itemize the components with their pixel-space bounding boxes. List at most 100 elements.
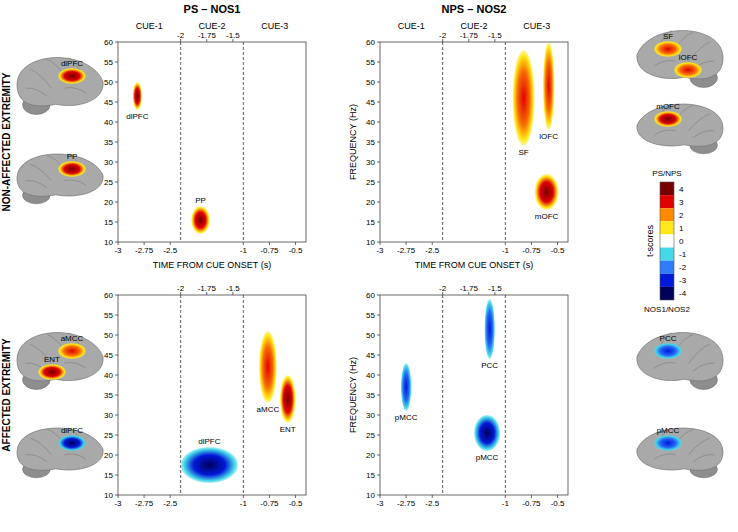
y-tick	[115, 162, 118, 163]
brain	[637, 104, 723, 154]
cluster-label: aMCC	[257, 405, 280, 414]
x-tick	[531, 495, 532, 498]
gyrus-line	[64, 180, 86, 185]
y-tick	[115, 102, 118, 103]
window-separator	[180, 42, 181, 242]
brain-label: PP	[67, 152, 78, 161]
y-tick	[377, 102, 380, 103]
brain-view: pMCC	[637, 426, 723, 478]
y-tick	[377, 182, 380, 183]
colorbar-bottom-label: NOS1/NOS2	[644, 305, 690, 314]
y-tick-label: 55	[366, 311, 375, 320]
cluster-group	[181, 447, 238, 483]
y-tick	[377, 455, 380, 456]
x-tick-label: -0.75	[522, 246, 541, 255]
x-tick	[144, 242, 145, 245]
window-separator	[243, 295, 244, 495]
x-tick-label: -1.75	[198, 284, 217, 293]
row-label: NON-AFFECTED EXTREMITY	[1, 72, 12, 211]
y-tick	[115, 295, 118, 296]
y-tick	[115, 242, 118, 243]
y-tick	[115, 435, 118, 436]
x-axis-label: TIME FROM CUE ONSET (s)	[153, 260, 271, 270]
brain	[637, 333, 723, 390]
cluster	[191, 206, 210, 234]
x-tick-label: -1.75	[198, 31, 217, 40]
x-tick-label: -2.5	[425, 246, 439, 255]
window-title: CUE-1	[136, 21, 163, 31]
x-tick	[118, 495, 119, 498]
y-tick	[377, 82, 380, 83]
brain-view: PCC	[637, 333, 723, 390]
x-tick-label: -1	[502, 246, 510, 255]
x-tick	[380, 495, 381, 498]
x-tick	[269, 242, 270, 245]
y-tick-label: 20	[104, 451, 113, 460]
window-title: CUE-3	[523, 21, 550, 31]
y-tick-label: 30	[366, 411, 375, 420]
plot-area	[380, 295, 568, 495]
cluster	[535, 174, 559, 210]
colorbar-cell	[660, 195, 674, 208]
brain-view: dlPFC	[17, 426, 103, 478]
gyrus-line	[30, 438, 52, 455]
y-tick-label: 15	[366, 471, 375, 480]
window-separator	[505, 295, 506, 495]
y-tick-label: 55	[366, 58, 375, 67]
brain-activation	[58, 161, 86, 177]
x-tick-label: -0.75	[260, 246, 279, 255]
colorbar-tick-label: -2	[679, 263, 687, 272]
brain	[17, 428, 103, 478]
colorbar-tick-label: 1	[679, 224, 684, 233]
x-tick	[170, 242, 171, 245]
y-tick	[115, 142, 118, 143]
y-tick	[115, 222, 118, 223]
gyrus-line	[26, 181, 48, 188]
cortex	[17, 333, 103, 381]
colorbar: 43210-1-2-3-4t-scoresPS/NPSNOS1/NOS2	[644, 169, 690, 314]
brain-view: mOFC	[637, 102, 723, 154]
cluster-label: mOFC	[535, 212, 559, 221]
y-tick	[115, 415, 118, 416]
cluster-label: pMCC	[476, 453, 499, 462]
gyrus-line	[689, 114, 711, 131]
colorbar-tick-label: 0	[679, 237, 684, 246]
cluster	[513, 50, 535, 146]
y-tick	[377, 242, 380, 243]
cortex	[637, 428, 723, 470]
brain	[17, 333, 103, 390]
cortex	[637, 31, 723, 79]
y-tick	[115, 62, 118, 63]
x-tick-label: -3	[376, 499, 384, 508]
y-tick-label: 40	[366, 371, 375, 380]
brain	[637, 428, 723, 478]
brain-activation	[654, 111, 682, 127]
gyrus-line	[693, 455, 715, 462]
y-tick	[377, 415, 380, 416]
brain-label: mOFC	[656, 102, 680, 111]
plot-area	[118, 42, 306, 242]
gyrus-line	[30, 69, 52, 88]
x-tick-label: -0.75	[260, 499, 279, 508]
colorbar-tick-label: -4	[679, 289, 687, 298]
colorbar-cell	[660, 182, 674, 195]
y-tick-label: 35	[366, 138, 375, 147]
row-label: AFFECTED EXTREMITY	[1, 338, 12, 452]
y-tick-label: 40	[104, 118, 113, 127]
y-tick	[115, 395, 118, 396]
x-tick	[531, 242, 532, 245]
y-tick-label: 25	[366, 178, 375, 187]
cluster-label: lOFC	[539, 132, 558, 141]
cluster-group	[133, 82, 142, 110]
y-tick-label: 30	[366, 158, 375, 167]
gyrus-line	[30, 164, 52, 181]
gyrus-line	[689, 344, 711, 363]
x-tick-label: -3	[114, 499, 122, 508]
gyrus-line	[64, 88, 86, 93]
cluster-group	[191, 206, 210, 234]
brain	[17, 58, 103, 115]
gyrus-line	[693, 363, 715, 371]
cluster	[543, 42, 554, 130]
x-tick	[269, 495, 270, 498]
x-tick-label: -2	[439, 284, 447, 293]
